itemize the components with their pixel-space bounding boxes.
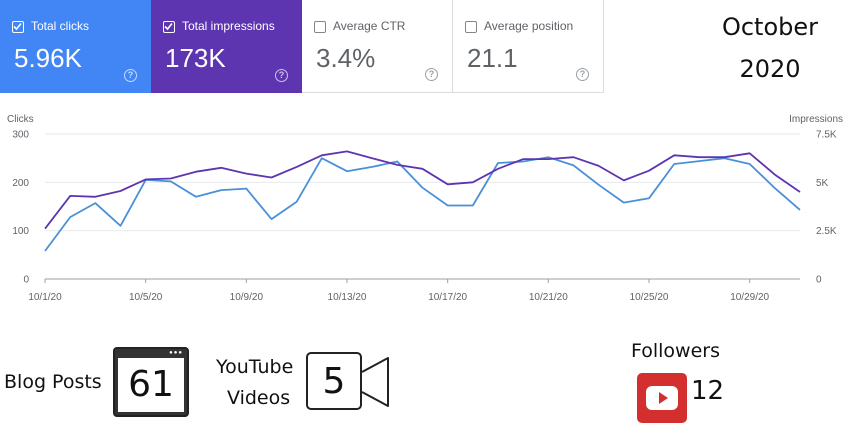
x-tick-label: 10/1/20 bbox=[28, 292, 62, 303]
help-icon[interactable]: ? bbox=[576, 68, 589, 81]
metric-cards: Total clicks 5.96K ? Total impressions 1… bbox=[0, 0, 604, 93]
blog-posts-count: 61 bbox=[118, 358, 184, 412]
card-value: 5.96K bbox=[14, 43, 82, 73]
browser-window-icon: ●●● 61 bbox=[113, 347, 189, 417]
y-right-tick-label: 7.5K bbox=[816, 130, 837, 141]
y-left-tick-label: 200 bbox=[12, 178, 29, 189]
x-tick-label: 10/13/20 bbox=[328, 292, 367, 303]
followers-label: Followers bbox=[631, 340, 720, 362]
camera-lens-icon bbox=[361, 357, 389, 407]
card-label: Average position bbox=[484, 19, 574, 33]
card-label: Average CTR bbox=[333, 19, 406, 33]
x-tick-label: 10/25/20 bbox=[630, 292, 669, 303]
help-icon[interactable]: ? bbox=[275, 69, 288, 82]
y-left-axis-title: Clicks bbox=[7, 114, 34, 125]
y-right-tick-label: 5K bbox=[816, 178, 829, 189]
card-label: Total clicks bbox=[31, 19, 90, 33]
checkbox-checked-icon[interactable] bbox=[163, 21, 175, 33]
average-ctr-card[interactable]: Average CTR 3.4% ? bbox=[302, 0, 453, 93]
y-left-tick-label: 100 bbox=[12, 226, 29, 237]
checkbox-checked-icon[interactable] bbox=[12, 21, 24, 33]
month-title: October 2020 bbox=[700, 6, 840, 90]
videos-label: Videos bbox=[227, 387, 291, 409]
card-value: 3.4% bbox=[316, 43, 376, 73]
card-value: 173K bbox=[165, 43, 226, 73]
card-value: 21.1 bbox=[467, 43, 518, 73]
help-icon[interactable]: ? bbox=[124, 69, 137, 82]
x-tick-label: 10/17/20 bbox=[428, 292, 467, 303]
x-tick-label: 10/9/20 bbox=[230, 292, 264, 303]
checkbox-unchecked-icon[interactable] bbox=[465, 21, 477, 33]
clicks-series-line bbox=[44, 156, 801, 252]
play-icon bbox=[659, 392, 668, 404]
x-tick-label: 10/29/20 bbox=[730, 292, 769, 303]
help-icon[interactable]: ? bbox=[425, 68, 438, 81]
y-right-tick-label: 2.5K bbox=[816, 226, 837, 237]
window-controls-icon: ●●● bbox=[169, 350, 183, 356]
video-camera-icon: 5 bbox=[306, 352, 362, 410]
followers-count: 12 bbox=[691, 376, 725, 406]
y-right-axis-title: Impressions bbox=[789, 114, 843, 125]
month-name: October bbox=[721, 13, 819, 41]
checkbox-unchecked-icon[interactable] bbox=[314, 21, 326, 33]
total-clicks-card[interactable]: Total clicks 5.96K ? bbox=[0, 0, 151, 93]
y-right-tick-label: 0 bbox=[816, 275, 822, 286]
video-count: 5 bbox=[322, 361, 346, 402]
blog-posts-label: Blog Posts bbox=[4, 371, 102, 393]
performance-chart: Clicks Impressions 0 100 200 300 0 2.5K 5K 7.5K 10… bbox=[7, 114, 843, 303]
average-position-card[interactable]: Average position 21.1 ? bbox=[453, 0, 604, 93]
card-label: Total impressions bbox=[182, 19, 275, 33]
y-left-tick-label: 300 bbox=[12, 130, 29, 141]
total-impressions-card[interactable]: Total impressions 173K ? bbox=[151, 0, 302, 93]
x-tick-label: 10/21/20 bbox=[529, 292, 568, 303]
month-year: 2020 bbox=[739, 55, 801, 83]
impressions-series-line bbox=[44, 150, 801, 230]
y-left-tick-label: 0 bbox=[23, 275, 29, 286]
x-tick-label: 10/5/20 bbox=[129, 292, 163, 303]
youtube-logo-icon bbox=[637, 373, 687, 423]
youtube-label: YouTube bbox=[216, 356, 294, 378]
